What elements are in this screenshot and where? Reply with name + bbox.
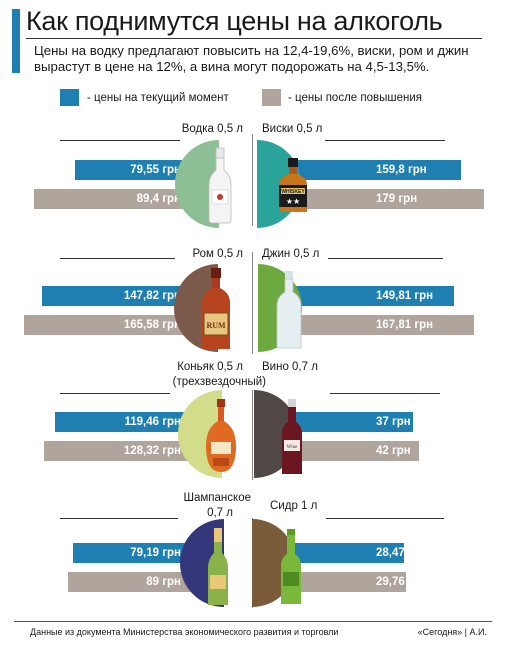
row-separator	[60, 518, 178, 519]
price-bar-champagne-current: 79,19 грн	[73, 543, 215, 563]
rum-bottle-text: RUM	[206, 321, 226, 330]
product-label-cider: Сидр 1 л	[270, 500, 318, 512]
price-bar-wine-current: 37 грн	[276, 412, 413, 432]
price-bar-wine-after: 42 грн	[276, 441, 419, 461]
product-label-champagne-line2: 0,7 л	[207, 507, 233, 519]
price-bar-cognac-after: 128,32 грн	[44, 441, 215, 461]
price-bar-whiskey-after: 179 грн	[276, 189, 484, 209]
row-separator	[328, 258, 443, 259]
legend-swatch-current	[60, 89, 79, 106]
center-divider	[252, 252, 253, 354]
price-bar-gin-current: 149,81 грн	[276, 286, 454, 306]
price-bar-cognac-current: 119,46 грн	[55, 412, 215, 432]
product-label-vodka: Водка 0,5 л	[181, 123, 243, 135]
price-bar-whiskey-current: 159,8 грн	[276, 160, 461, 180]
product-label-rum: Ром 0,5 л	[192, 248, 243, 260]
price-bar-champagne-after: 89 грн	[68, 572, 215, 592]
legend-swatch-after	[262, 89, 281, 106]
page-title: Как поднимутся цены на алкоголь	[26, 6, 443, 36]
price-bar-rum-after: 165,58 грн	[24, 315, 215, 335]
center-divider	[252, 134, 253, 226]
legend-label-after: - цены после повышения	[288, 92, 422, 104]
whiskey-bottle-icon: WHISKEY ★★	[279, 158, 307, 212]
price-bar-vodka-after: 89,4 грн	[34, 189, 215, 209]
footer-source: Данные из документа Министерства экономи…	[30, 627, 339, 637]
cider-bottle-icon	[281, 529, 301, 604]
champagne-bottle-icon	[208, 528, 228, 605]
svg-text:★★: ★★	[286, 197, 300, 206]
price-bar-gin-after: 167,81 грн	[276, 315, 474, 335]
price-bar-rum-current: 147,82 грн	[42, 286, 215, 306]
title-underline	[26, 38, 482, 39]
product-label-cognac: Коньяк 0,5 л	[177, 361, 243, 373]
subtitle: Цены на водку предлагают повысить на 12,…	[34, 43, 469, 74]
row-separator	[60, 140, 180, 141]
product-label-gin: Джин 0,5 л	[262, 248, 320, 260]
product-label-champagne: Шампанское	[183, 492, 251, 504]
title-accent-bar	[12, 9, 20, 73]
center-divider	[252, 390, 253, 480]
whiskey-bottle-text: WHISKEY	[281, 189, 305, 195]
rum-bottle-icon: RUM	[202, 268, 230, 349]
product-label-cognac-line2: (трехзвездочный)	[172, 376, 266, 388]
vodka-bottle-icon	[208, 147, 232, 224]
price-bar-cider-after: 29,76 грн	[276, 572, 406, 608]
row-separator	[325, 140, 445, 141]
cognac-bottle-icon	[206, 399, 236, 472]
gin-bottle-icon	[276, 271, 302, 349]
row-separator	[60, 393, 170, 394]
wine-bottle-icon: Wine	[282, 399, 302, 474]
row-separator	[326, 518, 444, 519]
footer-credit: «Сегодня» | А.И.	[417, 627, 487, 637]
product-label-wine: Вино 0,7 л	[262, 361, 318, 373]
row-separator	[330, 393, 440, 394]
footer-rule	[14, 621, 492, 622]
product-label-whiskey: Виски 0,5 л	[262, 123, 323, 135]
wine-bottle-text: Wine	[287, 445, 298, 450]
legend-label-current: - цены на текущий момент	[87, 92, 229, 104]
row-separator	[60, 258, 175, 259]
